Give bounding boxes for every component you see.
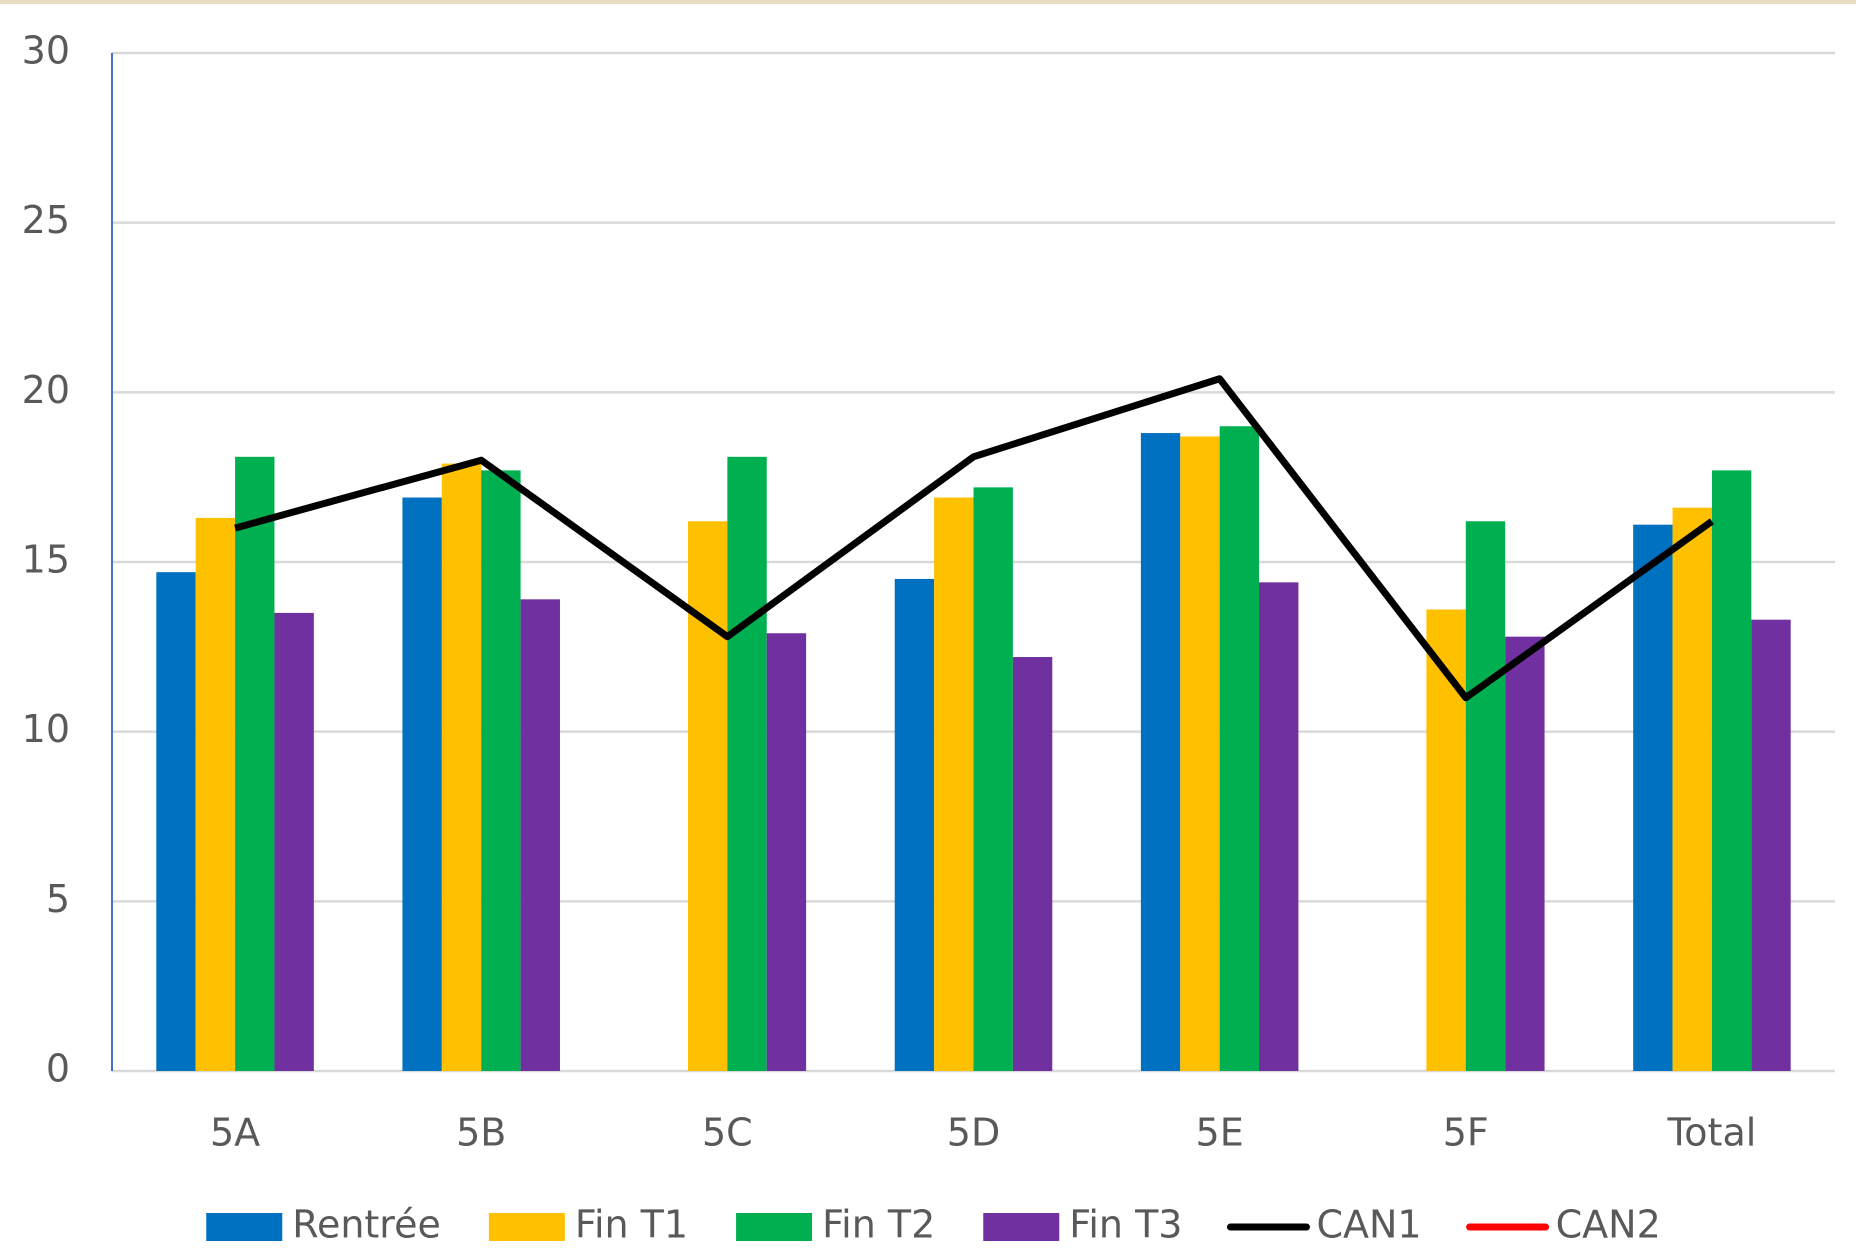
y-tick-label: 15 [22,538,70,582]
bar [481,470,521,1071]
legend-label: Rentrée [292,1203,441,1247]
bar [1711,470,1752,1071]
legend-item: CAN1 [1226,1203,1422,1247]
bar [1672,507,1712,1071]
legend-swatch [736,1213,813,1241]
legend-item: CAN2 [1466,1203,1661,1247]
bar [894,578,935,1071]
legend-item: Rentrée [206,1203,441,1247]
bar [1426,609,1466,1071]
bar [1505,636,1545,1071]
bar [1180,436,1220,1071]
bar [766,633,807,1071]
bar [402,497,442,1071]
legend-swatch [983,1213,1060,1241]
bar [156,572,196,1071]
top-border [0,0,1856,4]
x-tick-label: 5E [1196,1111,1244,1155]
legend-swatch [206,1213,283,1241]
legend-label: Fin T1 [575,1203,688,1247]
bar [1140,433,1181,1071]
legend-item: Fin T2 [736,1203,935,1247]
y-tick-label: 25 [22,198,70,242]
bar [1012,657,1053,1071]
bar [441,463,482,1071]
bar [1751,619,1791,1071]
bar [687,521,728,1071]
legend-label: CAN1 [1316,1203,1421,1247]
bar [1219,426,1260,1071]
x-tick-label: 5D [947,1111,1000,1155]
bar [1259,582,1299,1071]
legend-item: Fin T1 [488,1203,688,1247]
bar [1633,524,1673,1071]
line-series [234,375,1714,702]
bar [520,599,560,1071]
x-tick-label: 5C [702,1111,753,1155]
x-tick-label: 5A [210,1111,260,1155]
bar [973,487,1013,1071]
legend-label: CAN2 [1556,1203,1661,1247]
y-tick-label: 10 [22,707,70,751]
y-tick-label: 20 [22,368,70,412]
bar [195,517,236,1071]
bar [1465,521,1506,1071]
legend-item: Fin T3 [983,1203,1182,1247]
bar [235,456,275,1072]
x-tick-label: 5F [1443,1111,1489,1155]
y-tick-label: 5 [46,877,70,921]
x-tick-label: Total [1667,1111,1757,1155]
bar [727,456,767,1072]
x-tick-label: 5B [456,1111,506,1155]
legend-label: Fin T2 [822,1203,935,1247]
legend-label: Fin T3 [1069,1203,1182,1247]
legend-swatch [488,1213,565,1241]
bar [274,612,314,1071]
bar [934,497,974,1071]
y-tick-label: 0 [46,1047,70,1091]
legend: Rentrée Fin T1 Fin T2 Fin T3 CAN1 CAN2 [206,1203,1661,1247]
y-tick-label: 30 [22,29,70,73]
